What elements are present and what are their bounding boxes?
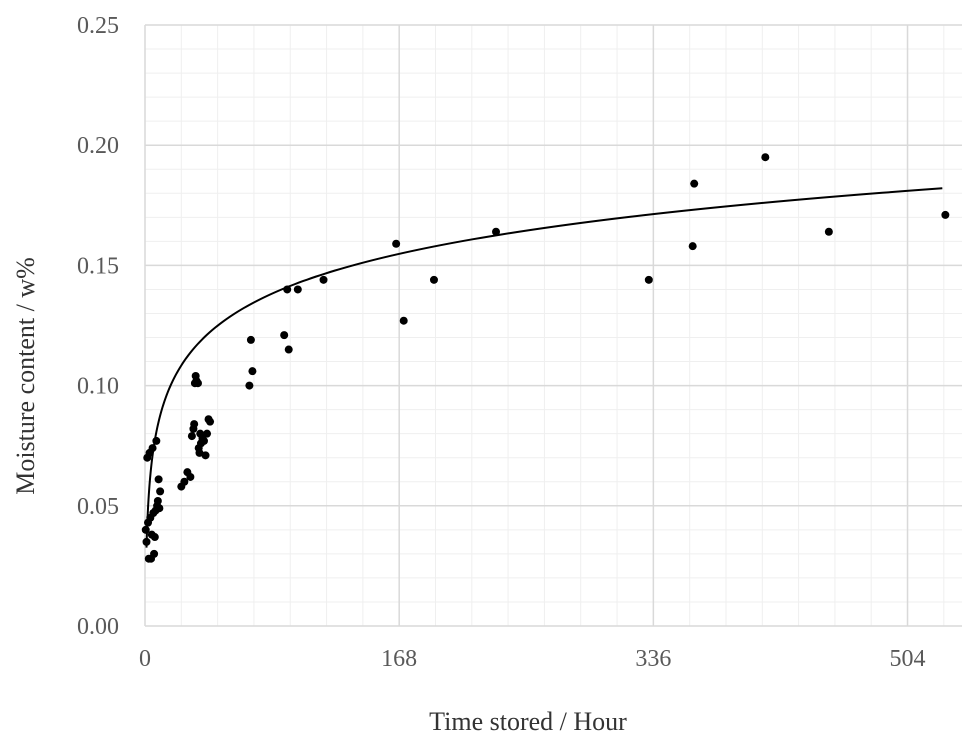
data-point: [148, 444, 157, 453]
data-point: [203, 429, 212, 438]
data-point: [155, 504, 164, 513]
data-point: [248, 367, 257, 376]
x-tick-label: 168: [381, 646, 417, 672]
data-point: [153, 496, 162, 505]
data-point: [429, 275, 438, 284]
data-point: [150, 549, 159, 558]
data-point: [193, 379, 202, 388]
data-point: [399, 316, 408, 325]
data-point: [319, 275, 328, 284]
data-point: [201, 451, 210, 460]
data-point: [824, 227, 833, 236]
data-point: [141, 525, 150, 534]
data-point: [245, 381, 254, 390]
y-tick-label: 0.20: [77, 133, 119, 159]
data-point: [280, 331, 289, 340]
x-axis-tick-labels: 0 168 336 504: [139, 646, 926, 672]
y-tick-label: 0.25: [77, 13, 119, 39]
data-point: [187, 432, 196, 441]
data-point: [688, 242, 697, 251]
y-tick-label: 0.10: [77, 374, 119, 400]
data-point: [761, 153, 770, 162]
data-point: [180, 477, 189, 486]
y-tick-label: 0.05: [77, 494, 119, 520]
data-point: [142, 537, 151, 546]
data-point: [492, 227, 501, 236]
data-point: [941, 210, 950, 219]
data-point: [206, 417, 215, 426]
data-point: [392, 239, 401, 248]
x-tick-label: 504: [890, 646, 926, 672]
major-gridlines: [144, 24, 962, 627]
data-point: [150, 533, 159, 542]
data-point: [200, 436, 209, 445]
data-points: [141, 153, 950, 563]
x-tick-label: 0: [139, 646, 151, 672]
data-point: [246, 335, 255, 344]
data-point: [284, 345, 293, 354]
trendline: [145, 187, 943, 548]
minor-gridlines: [144, 24, 962, 627]
data-point: [293, 285, 302, 294]
data-point: [690, 179, 699, 188]
data-point: [152, 436, 161, 445]
data-point: [644, 275, 653, 284]
data-point: [283, 285, 292, 294]
y-tick-label: 0.15: [77, 253, 119, 279]
data-point: [195, 448, 204, 457]
y-axis-tick-labels: 0.00 0.05 0.10 0.15 0.20 0.25: [77, 13, 119, 640]
data-point: [154, 475, 163, 484]
data-point: [156, 487, 165, 496]
data-point: [190, 420, 199, 429]
data-point: [186, 472, 195, 481]
y-axis-title: Moisture content / w%: [11, 257, 40, 495]
x-axis-title: Time stored / Hour: [429, 707, 627, 731]
x-tick-label: 336: [635, 646, 671, 672]
y-tick-label: 0.00: [77, 614, 119, 640]
